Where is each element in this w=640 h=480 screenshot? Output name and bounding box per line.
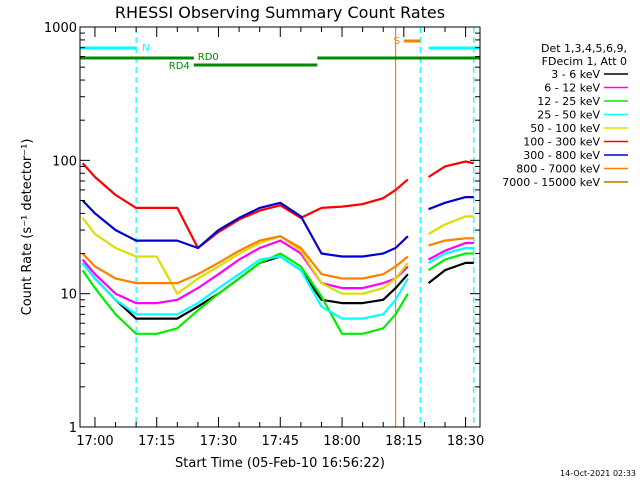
legend-entry-label: 800 - 7000 keV	[516, 163, 600, 176]
legend-entry-label: 6 - 12 keV	[544, 82, 600, 95]
series-line-7	[81, 235, 409, 285]
legend-entry-label: 100 - 300 keV	[523, 136, 600, 149]
state-bar-label: RD0	[198, 52, 219, 63]
legend-entry-label: 25 - 50 keV	[537, 109, 600, 122]
x-tick-label: 17:45	[262, 434, 299, 449]
timestamp: 14-Oct-2021 02:33	[560, 469, 636, 478]
legend-header-line-1: Det 1,3,4,5,6,9,	[541, 42, 627, 55]
series-line-3	[427, 246, 474, 264]
y-tick-label: 1	[69, 421, 77, 436]
series-line-3	[81, 255, 409, 320]
legend-entry-label: 300 - 800 keV	[523, 149, 600, 162]
x-tick-label: 18:15	[385, 434, 422, 449]
y-tick-label: 1000	[44, 21, 77, 36]
series-line-0	[427, 261, 474, 284]
chart-title: RHESSI Observing Summary Count Rates	[115, 3, 445, 22]
series-line-1	[427, 241, 474, 261]
series-line-1	[81, 239, 409, 305]
series-line-2	[81, 252, 409, 335]
x-tick-label: 17:15	[138, 434, 175, 449]
series-line-4	[81, 217, 409, 295]
state-bar-label: S	[393, 36, 399, 47]
series-line-6	[81, 199, 409, 258]
x-tick-label: 18:00	[323, 434, 360, 449]
y-tick-label: 10	[60, 288, 77, 303]
x-axis: 17:00 17:15 17:30 17:45 18:00 18:15 18:30	[76, 27, 484, 449]
series-line-4	[427, 215, 474, 235]
x-tick-label: 17:30	[200, 434, 237, 449]
state-bar-label: RD4	[169, 61, 190, 72]
series-line-5	[81, 162, 409, 250]
x-tick-label: 18:30	[447, 434, 484, 449]
y-axis: 1 10 100 1000	[44, 21, 480, 436]
plot-area: N RD0 RD4 S	[80, 27, 480, 427]
state-bar-label: N	[142, 43, 149, 54]
series-line-7	[428, 237, 474, 247]
legend-header-line-2: FDecim 1, Att 0	[542, 55, 627, 68]
x-axis-label: Start Time (05-Feb-10 16:56:22)	[175, 456, 385, 471]
series-line-6	[428, 196, 474, 211]
legend-entry-label: 3 - 6 keV	[551, 68, 600, 81]
x-tick-label: 17:00	[76, 434, 113, 449]
y-axis-label: Count Rate (s⁻¹ detector⁻¹)	[20, 139, 35, 316]
series-line-2	[427, 252, 474, 272]
series-line-5	[427, 160, 475, 178]
legend-entry-label: 7000 - 15000 keV	[502, 176, 600, 189]
legend-entry-label: 12 - 25 keV	[537, 95, 600, 108]
y-tick-label: 100	[52, 154, 77, 169]
legend-entry-label: 50 - 100 keV	[530, 122, 600, 135]
